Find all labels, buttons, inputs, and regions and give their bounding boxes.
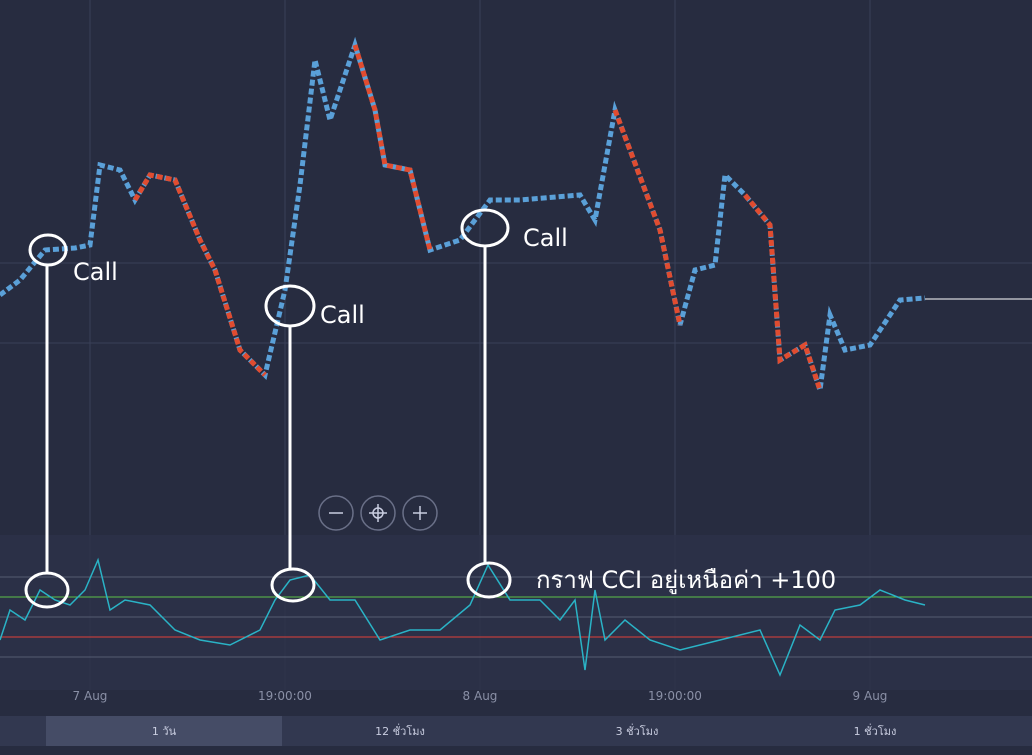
zoom-controls[interactable] <box>318 495 438 531</box>
cci-panel <box>0 535 1032 690</box>
timeframe-tab[interactable]: 1 ชั่วโมง <box>854 723 897 738</box>
timeframe-tab[interactable]: 1 วัน <box>152 725 177 738</box>
x-tick-label: 8 Aug <box>463 689 498 703</box>
zoom-in[interactable] <box>402 495 438 531</box>
annotation-marks <box>24 208 512 609</box>
call-label: Call <box>73 258 118 286</box>
call-label: Call <box>523 224 568 252</box>
zoom-out[interactable] <box>318 495 354 531</box>
x-tick-label: 7 Aug <box>73 689 108 703</box>
timeframe-active[interactable] <box>46 716 282 746</box>
cci-line <box>0 557 926 677</box>
x-tick-label: 19:00:00 <box>258 689 312 703</box>
x-tick-label: 19:00:00 <box>648 689 702 703</box>
call-label: Call <box>320 301 365 329</box>
cci-note: กราฟ CCI อยู่เหนือค่า +100 <box>536 566 836 595</box>
cci-levels <box>0 576 1032 658</box>
x-tick-label: 9 Aug <box>853 689 888 703</box>
timeframe-tab[interactable]: 12 ชั่วโมง <box>375 723 425 738</box>
center[interactable] <box>360 495 396 531</box>
timeframe-tab[interactable]: 3 ชั่วโมง <box>616 723 659 738</box>
price-candles-down <box>132 44 823 391</box>
